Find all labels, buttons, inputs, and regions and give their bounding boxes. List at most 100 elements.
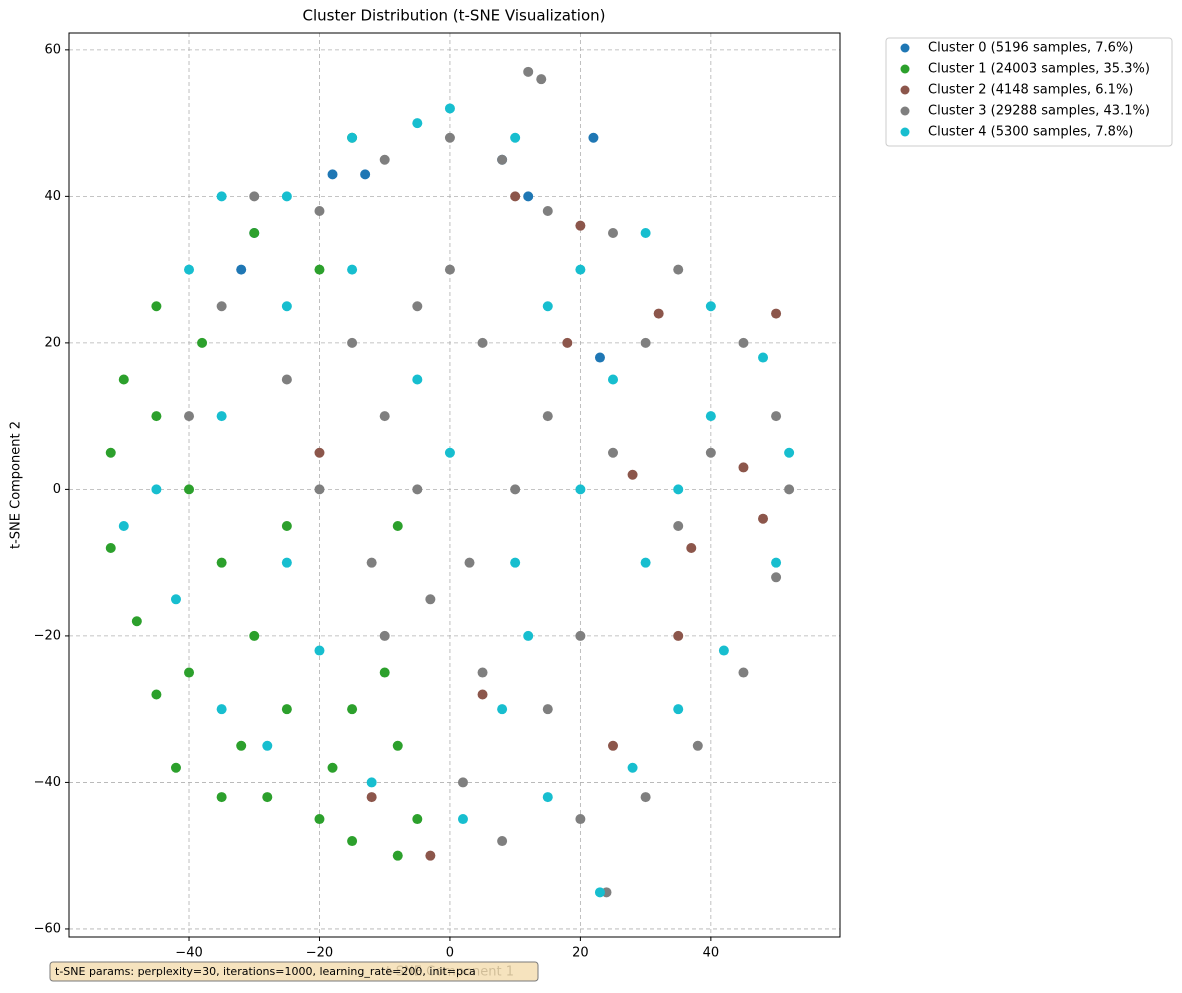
point <box>536 74 547 85</box>
point <box>151 484 162 495</box>
point <box>477 337 488 348</box>
point <box>444 103 455 114</box>
point <box>771 572 782 583</box>
x-tick-label: −20 <box>306 946 333 961</box>
point <box>170 762 181 773</box>
point <box>542 411 553 422</box>
point <box>594 352 605 363</box>
point <box>425 594 436 605</box>
point <box>640 792 651 803</box>
point <box>542 301 553 312</box>
point <box>608 374 619 385</box>
point <box>425 850 436 861</box>
point <box>575 220 586 231</box>
point <box>412 374 423 385</box>
point <box>640 557 651 568</box>
point <box>379 630 390 641</box>
point <box>444 132 455 143</box>
point <box>347 836 358 847</box>
point <box>464 557 475 568</box>
point <box>497 154 508 165</box>
point <box>738 667 749 678</box>
point <box>249 191 260 202</box>
legend-marker <box>900 127 910 137</box>
point <box>314 814 325 825</box>
point <box>281 374 292 385</box>
point <box>497 704 508 715</box>
point <box>523 66 534 77</box>
point <box>216 411 227 422</box>
point <box>412 814 423 825</box>
point <box>510 484 521 495</box>
point <box>673 484 684 495</box>
point <box>640 227 651 238</box>
point <box>184 667 195 678</box>
legend-label: Cluster 1 (24003 samples, 35.3%) <box>928 62 1150 77</box>
point <box>197 337 208 348</box>
point <box>477 667 488 678</box>
point <box>510 557 521 568</box>
point <box>412 484 423 495</box>
x-tick-label: 40 <box>703 946 720 961</box>
legend-marker <box>900 64 910 74</box>
point <box>608 227 619 238</box>
y-axis-label: t-SNE Component 2 <box>9 421 24 549</box>
point <box>216 557 227 568</box>
plot-frame <box>68 32 841 938</box>
point <box>118 374 129 385</box>
point <box>184 411 195 422</box>
point <box>360 169 371 180</box>
point <box>542 704 553 715</box>
point <box>784 447 795 458</box>
x-tick-label: 20 <box>572 946 589 961</box>
point <box>249 630 260 641</box>
y-tick-label: −60 <box>34 921 61 936</box>
point <box>542 792 553 803</box>
point <box>392 850 403 861</box>
x-tick-label: −40 <box>175 946 202 961</box>
point <box>686 543 697 554</box>
point <box>281 191 292 202</box>
legend-label: Cluster 3 (29288 samples, 43.1%) <box>928 104 1150 119</box>
point <box>314 264 325 275</box>
point <box>151 411 162 422</box>
point <box>673 264 684 275</box>
point <box>281 557 292 568</box>
point <box>281 301 292 312</box>
point <box>236 740 247 751</box>
point <box>738 462 749 473</box>
point <box>249 227 260 238</box>
point <box>575 814 586 825</box>
point <box>105 447 116 458</box>
point <box>444 264 455 275</box>
point <box>673 521 684 532</box>
point <box>575 630 586 641</box>
point <box>379 667 390 678</box>
point <box>705 301 716 312</box>
chart-title: Cluster Distribution (t-SNE Visualizatio… <box>302 7 605 25</box>
legend-marker <box>900 43 910 53</box>
point <box>705 411 716 422</box>
point <box>457 777 468 788</box>
point <box>216 792 227 803</box>
point <box>379 411 390 422</box>
point <box>347 337 358 348</box>
point <box>523 630 534 641</box>
point <box>184 264 195 275</box>
y-tick-label: 60 <box>44 42 61 57</box>
point <box>327 762 338 773</box>
legend-marker <box>900 106 910 116</box>
point <box>118 521 129 532</box>
point <box>327 169 338 180</box>
point <box>347 132 358 143</box>
point <box>366 792 377 803</box>
point <box>457 814 468 825</box>
y-tick-label: 40 <box>44 189 61 204</box>
point <box>236 264 247 275</box>
point <box>281 704 292 715</box>
point <box>392 740 403 751</box>
point <box>262 792 273 803</box>
y-tick-label: −20 <box>34 628 61 643</box>
y-tick-label: −40 <box>34 775 61 790</box>
y-tick-label: 0 <box>53 482 61 497</box>
